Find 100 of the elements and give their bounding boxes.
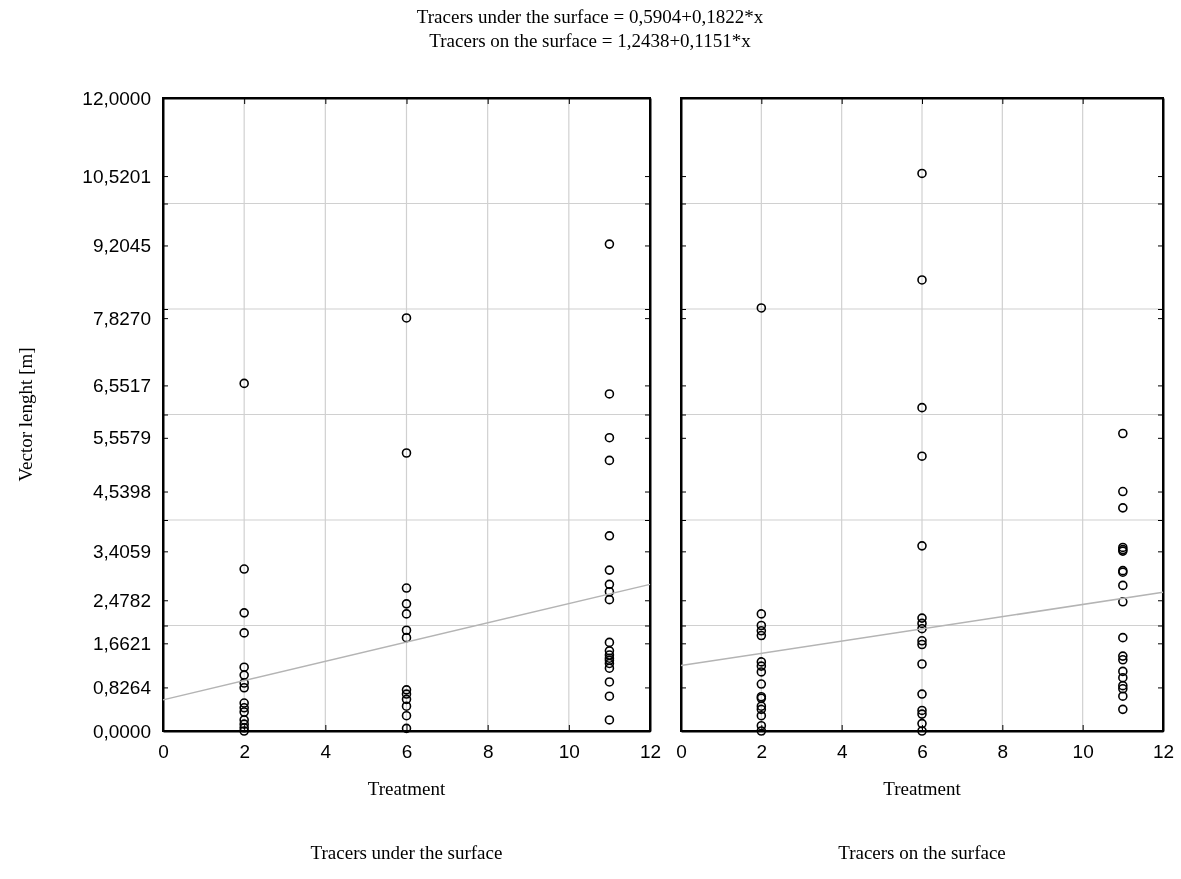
y-tick-label: 12,0000 — [82, 87, 151, 109]
point — [1118, 428, 1128, 439]
point — [756, 679, 767, 689]
point — [1118, 651, 1128, 661]
point — [239, 608, 249, 618]
point — [401, 701, 412, 711]
point — [1118, 672, 1128, 683]
x-tick-label: 4 — [836, 741, 848, 763]
point — [756, 661, 767, 671]
y-tick-label: 0,0000 — [92, 720, 151, 742]
point — [401, 694, 412, 705]
x-tick-label: 8 — [997, 741, 1009, 763]
point — [917, 618, 927, 629]
x-tick-label: 0 — [158, 741, 169, 763]
x-tick-label: 6 — [917, 741, 928, 763]
point — [239, 719, 249, 729]
point — [917, 718, 927, 729]
point — [239, 715, 249, 725]
point — [239, 628, 249, 638]
y-tick-label: 5,5579 — [92, 427, 151, 449]
point — [604, 531, 615, 541]
point — [917, 705, 927, 716]
point — [1118, 704, 1128, 715]
x-axis-title: Treatment — [367, 778, 446, 799]
x-tick-label: 10 — [1072, 741, 1094, 763]
point — [756, 620, 767, 631]
y-tick-label: 0,8264 — [92, 676, 152, 698]
point — [239, 703, 249, 713]
point — [1118, 691, 1128, 701]
chart-title: Tracers under the surface = 0,5904+0,1822*x — [416, 6, 764, 27]
point — [401, 313, 412, 323]
point — [917, 541, 927, 551]
point — [917, 636, 927, 646]
x-tick-label: 2 — [756, 741, 768, 763]
point — [756, 726, 767, 736]
x-axis-title: Treatment — [883, 778, 962, 799]
point — [917, 689, 927, 699]
point — [1118, 632, 1128, 643]
text: Tracers on the surface — [838, 842, 1006, 863]
point — [756, 609, 767, 619]
y-tick-label: 3,4059 — [92, 540, 151, 562]
point — [239, 670, 249, 680]
point — [604, 677, 615, 687]
point — [604, 715, 615, 725]
point — [756, 303, 767, 313]
point — [239, 698, 249, 708]
point — [756, 701, 767, 711]
point — [1118, 503, 1128, 513]
point — [604, 239, 615, 249]
point — [917, 639, 927, 650]
point — [917, 726, 927, 736]
point — [604, 432, 615, 443]
point — [604, 691, 615, 701]
point — [917, 613, 927, 623]
point — [239, 678, 249, 688]
point — [401, 723, 412, 734]
point — [401, 625, 412, 636]
point — [756, 625, 767, 636]
point — [604, 565, 615, 575]
point — [756, 720, 767, 731]
point — [401, 599, 412, 609]
text: Tracers under the surface — [310, 842, 503, 863]
point — [1118, 684, 1128, 694]
point — [1118, 666, 1128, 677]
point — [917, 168, 927, 179]
point — [604, 637, 615, 648]
point — [917, 623, 927, 634]
point — [917, 659, 927, 669]
point — [401, 448, 412, 458]
point — [917, 275, 927, 285]
y-tick-label: 4,5398 — [92, 481, 151, 503]
point — [1118, 596, 1128, 607]
point — [239, 707, 249, 717]
point — [917, 402, 927, 413]
x-tick-label: 0 — [676, 741, 687, 763]
point — [239, 682, 249, 693]
point — [756, 667, 767, 677]
chart-title: Tracers on the surface = 1,2438+0,1151*x — [429, 30, 752, 51]
point — [239, 662, 249, 672]
y-tick-label: 6,5517 — [92, 374, 151, 396]
x-tick-label: 8 — [482, 741, 494, 763]
point — [239, 378, 249, 389]
point — [1118, 680, 1128, 691]
point — [756, 630, 767, 641]
point — [756, 710, 767, 721]
point — [401, 609, 412, 619]
point — [401, 632, 412, 643]
point — [604, 586, 615, 597]
y-tick-label: 10,5201 — [82, 165, 151, 187]
y-tick-label: 7,8270 — [92, 307, 151, 329]
point — [756, 657, 767, 667]
point — [604, 594, 615, 605]
point — [1118, 655, 1128, 665]
y-axis-title: Vector lenght [m] — [15, 347, 36, 482]
point — [917, 451, 927, 461]
point — [917, 709, 927, 719]
point — [1118, 486, 1128, 497]
x-tick-label: 6 — [401, 741, 413, 763]
point — [604, 579, 615, 590]
point — [604, 455, 615, 466]
